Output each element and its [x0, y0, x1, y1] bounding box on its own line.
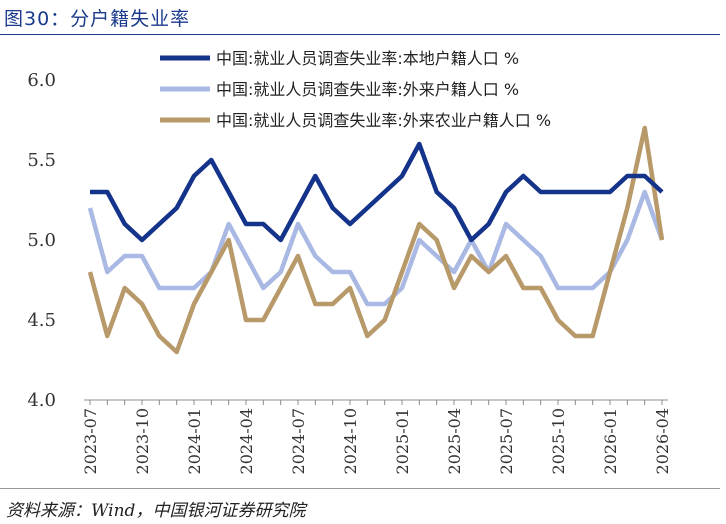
series-line-0 [90, 141, 664, 243]
figure-source: 资料来源：Wind，中国银河证券研究院 [6, 501, 306, 521]
x-tick-label: 2024-04 [237, 408, 256, 474]
bottom-rule [0, 488, 720, 489]
x-tick-label: 2023-10 [133, 408, 152, 474]
y-axis: 4.0 4.5 5.0 5.5 6.0 [27, 70, 56, 411]
legend-label-1: 中国:就业人员调查失业率:外来户籍人口 % [216, 80, 519, 99]
x-tick-label: 2025-01 [393, 408, 412, 474]
line-chart: 中国:就业人员调查失业率:本地户籍人口 % 中国:就业人员调查失业率:外来户籍人口… [27, 49, 672, 474]
x-tick-label: 2026-04 [653, 408, 672, 474]
x-tick-label: 2025-10 [549, 408, 568, 474]
y-tick-label: 4.0 [27, 390, 56, 411]
x-tick-label: 2025-04 [445, 408, 464, 474]
x-tick-label: 2024-07 [289, 408, 308, 474]
y-tick-label: 4.5 [27, 310, 56, 331]
x-tick-label: 2023-07 [81, 408, 100, 474]
series-line-1 [87, 189, 665, 307]
x-tick-label: 2025-07 [497, 408, 516, 474]
x-axis: 2023-07 2023-10 2024-01 2024-04 2024-07 2024-… [81, 399, 672, 474]
y-tick-label: 6.0 [27, 70, 56, 91]
legend-label-0: 中国:就业人员调查失业率:本地户籍人口 % [216, 49, 519, 68]
x-tick-label: 2024-10 [341, 408, 360, 474]
legend: 中国:就业人员调查失业率:本地户籍人口 % 中国:就业人员调查失业率:外来户籍人口… [160, 49, 551, 130]
series-lines [87, 125, 665, 355]
figure-title: 图30：分户籍失业率 [4, 8, 191, 30]
x-tick-label: 2026-01 [601, 408, 620, 474]
legend-label-2: 中国:就业人员调查失业率:外来农业户籍人口 % [216, 111, 551, 130]
y-tick-label: 5.0 [27, 230, 56, 251]
x-tick-label: 2024-01 [185, 408, 204, 474]
series-line-2 [87, 125, 665, 355]
title-rule [0, 34, 720, 35]
y-tick-label: 5.5 [27, 150, 56, 171]
